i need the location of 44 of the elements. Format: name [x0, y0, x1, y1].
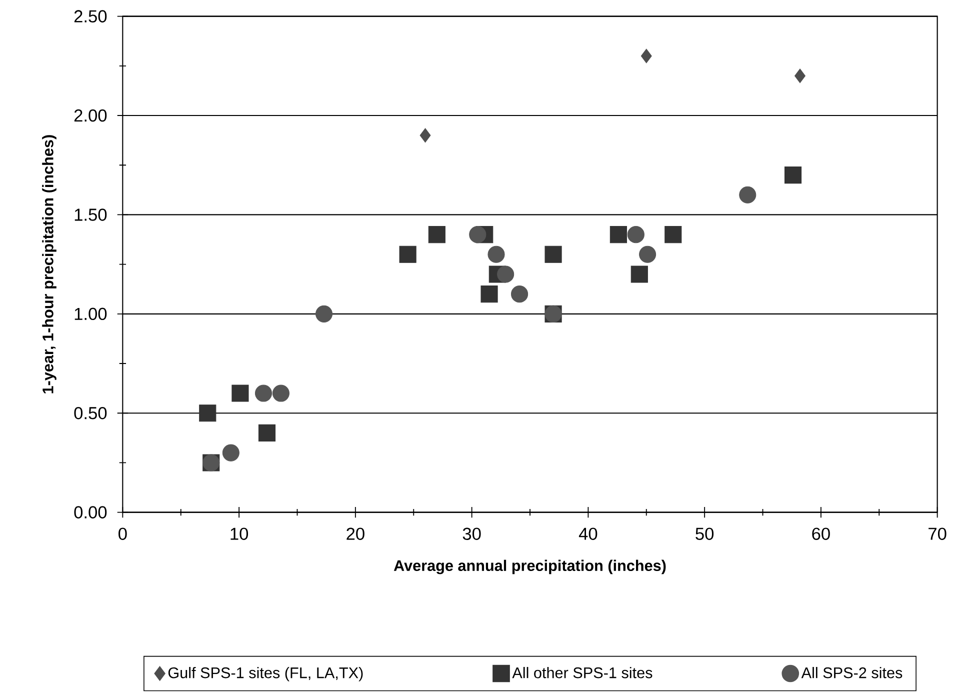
- x-axis-title: Average annual precipitation (inches): [394, 560, 666, 574]
- point: [254, 384, 272, 402]
- point: [664, 226, 682, 244]
- y-tick-label: 2.00: [74, 109, 107, 122]
- point: [627, 226, 644, 244]
- x-tick-label: 20: [346, 528, 364, 540]
- point: [488, 246, 505, 263]
- y-axis-title: 1-year, 1-hour precipitation (inches): [42, 135, 56, 394]
- point: [222, 444, 240, 462]
- x-tick-label: 10: [230, 528, 248, 540]
- point: [794, 68, 806, 84]
- x-tick-label: 30: [462, 528, 481, 540]
- point: [420, 128, 431, 143]
- point: [480, 286, 498, 303]
- legend-label: Gulf SPS-1 sites (FL, LA,TX): [168, 666, 363, 682]
- y-tick-label: 1.00: [74, 308, 107, 320]
- x-tick-label: 40: [578, 528, 598, 540]
- point: [784, 166, 802, 184]
- x-tick-label: 0: [118, 528, 127, 540]
- point: [610, 226, 627, 244]
- x-tick-label: 60: [812, 528, 830, 540]
- point: [497, 266, 514, 283]
- point: [272, 384, 290, 402]
- legend-label: All other SPS-1 sites: [512, 666, 652, 678]
- y-tick-label: 1.50: [74, 208, 107, 221]
- y-tick-label: 2.50: [74, 10, 107, 22]
- point: [469, 226, 486, 244]
- legend-label: All SPS-2 sites: [801, 666, 902, 678]
- y-tick-label: 0.00: [74, 506, 107, 518]
- point: [199, 404, 216, 422]
- point: [258, 424, 276, 442]
- point: [640, 48, 652, 64]
- point: [232, 384, 249, 402]
- x-tick-label: 70: [928, 528, 946, 540]
- point: [399, 246, 416, 263]
- point: [639, 246, 656, 263]
- point: [630, 266, 648, 283]
- point: [315, 305, 333, 322]
- point: [510, 286, 528, 303]
- point: [428, 226, 446, 244]
- y-tick-label: 0.50: [74, 406, 107, 420]
- point: [739, 186, 756, 204]
- point: [544, 246, 562, 263]
- x-tick-label: 50: [696, 528, 714, 540]
